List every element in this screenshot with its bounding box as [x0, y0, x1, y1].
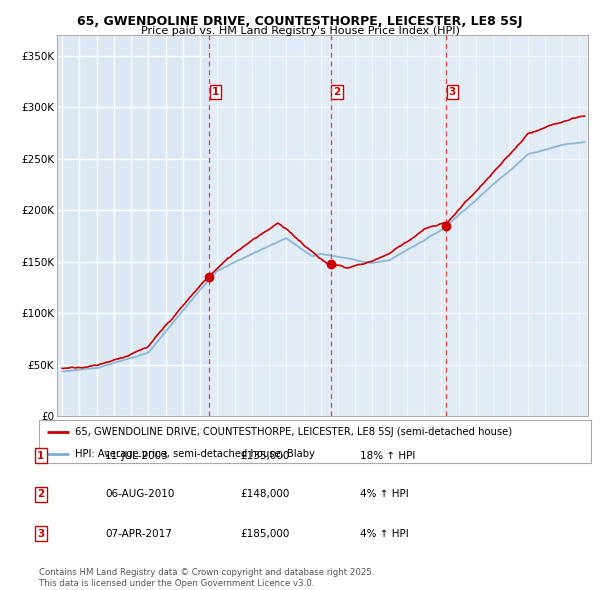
Text: 2: 2 — [37, 489, 44, 499]
Text: £148,000: £148,000 — [240, 489, 289, 499]
Text: 1: 1 — [37, 451, 44, 461]
Text: 06-AUG-2010: 06-AUG-2010 — [105, 489, 175, 499]
Text: 65, GWENDOLINE DRIVE, COUNTESTHORPE, LEICESTER, LE8 5SJ: 65, GWENDOLINE DRIVE, COUNTESTHORPE, LEI… — [77, 15, 523, 28]
Text: 4% ↑ HPI: 4% ↑ HPI — [360, 529, 409, 539]
Text: HPI: Average price, semi-detached house, Blaby: HPI: Average price, semi-detached house,… — [75, 448, 315, 458]
Text: 1: 1 — [212, 87, 219, 97]
Text: 11-JUL-2003: 11-JUL-2003 — [105, 451, 169, 461]
Text: 65, GWENDOLINE DRIVE, COUNTESTHORPE, LEICESTER, LE8 5SJ (semi-detached house): 65, GWENDOLINE DRIVE, COUNTESTHORPE, LEI… — [75, 427, 512, 437]
Text: 4% ↑ HPI: 4% ↑ HPI — [360, 489, 409, 499]
Text: £135,000: £135,000 — [240, 451, 289, 461]
Text: £185,000: £185,000 — [240, 529, 289, 539]
Text: 3: 3 — [449, 87, 456, 97]
Text: Contains HM Land Registry data © Crown copyright and database right 2025.
This d: Contains HM Land Registry data © Crown c… — [39, 568, 374, 588]
Text: 07-APR-2017: 07-APR-2017 — [105, 529, 172, 539]
Text: 18% ↑ HPI: 18% ↑ HPI — [360, 451, 415, 461]
Text: Price paid vs. HM Land Registry's House Price Index (HPI): Price paid vs. HM Land Registry's House … — [140, 26, 460, 36]
Text: 3: 3 — [37, 529, 44, 539]
Text: 2: 2 — [334, 87, 341, 97]
Bar — [209, 35, 588, 416]
